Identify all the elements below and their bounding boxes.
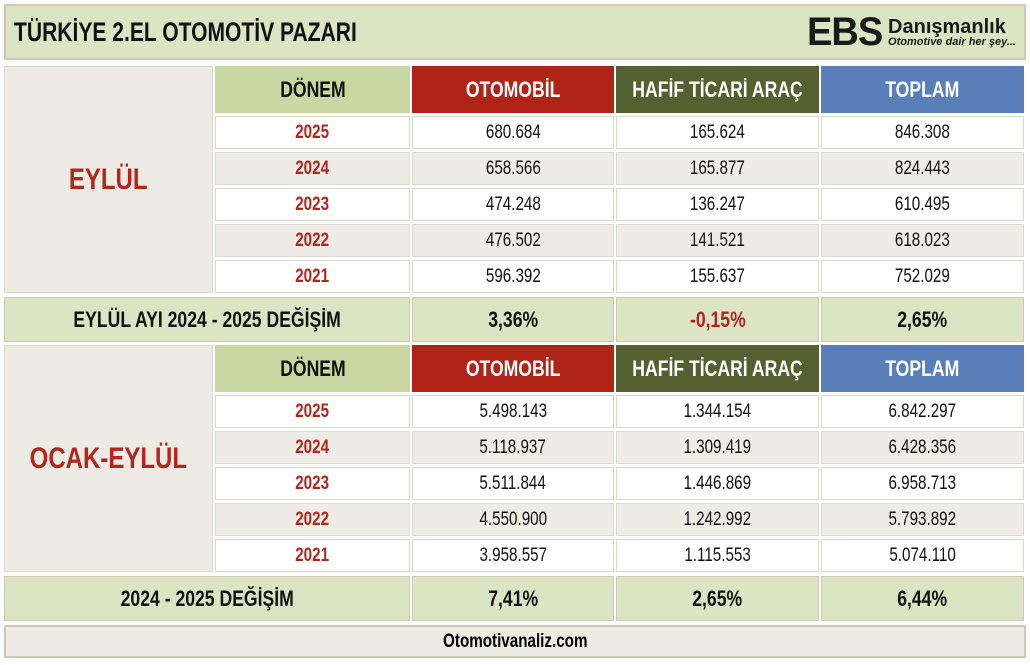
header-donem: DÖNEM xyxy=(215,345,410,392)
section-eylul: EYLÜL DÖNEM OTOMOBİL HAFİF TİCARİ ARAÇ TOPLA… xyxy=(4,66,1026,342)
footer-source: Otomotivanaliz.com xyxy=(4,625,1026,658)
otomobil-cell: 474.248 xyxy=(412,188,614,221)
hafif-ticari-cell: 1.115.553 xyxy=(616,539,819,572)
logo-name: Danışmanlık xyxy=(888,15,1006,38)
summary-hafif: 2,65% xyxy=(616,576,819,621)
toplam-cell: 5.074.110 xyxy=(821,539,1024,572)
otomobil-cell: 658.566 xyxy=(412,152,614,185)
hafif-ticari-cell: 141.521 xyxy=(616,224,819,257)
hafif-ticari-cell: 136.247 xyxy=(616,188,819,221)
otomobil-cell: 596.392 xyxy=(412,260,614,293)
otomobil-cell: 3.958.557 xyxy=(412,539,614,572)
year-cell: 2023 xyxy=(215,467,410,500)
section-ocak-eylul: OCAK-EYLÜL DÖNEM OTOMOBİL HAFİF TİCARİ ARAÇ… xyxy=(4,345,1026,621)
toplam-cell: 752.029 xyxy=(821,260,1024,293)
year-cell: 2025 xyxy=(215,395,410,428)
ebs-logo: EBS Danışmanlık Otomotive dair her şey..… xyxy=(805,10,1016,55)
year-cell: 2023 xyxy=(215,188,410,221)
summary-toplam: 6,44% xyxy=(821,576,1024,621)
hafif-ticari-cell: 1.242.992 xyxy=(616,503,819,536)
title-bar: TÜRKİYE 2.EL OTOMOTİV PAZARI EBS Danışma… xyxy=(4,4,1026,60)
summary-otomobil: 7,41% xyxy=(412,576,614,621)
header-otomobil: OTOMOBİL xyxy=(412,345,614,392)
header-toplam: TOPLAM xyxy=(821,345,1024,392)
summary-hafif: -0,15% xyxy=(616,297,819,342)
otomobil-cell: 680.684 xyxy=(412,116,614,149)
header-hafif-ticari: HAFİF TİCARİ ARAÇ xyxy=(616,66,819,113)
header-otomobil: OTOMOBİL xyxy=(412,66,614,113)
summary-toplam: 2,65% xyxy=(821,297,1024,342)
section-label: OCAK-EYLÜL xyxy=(4,345,213,572)
logo-mark: EBS xyxy=(806,9,883,54)
year-cell: 2021 xyxy=(215,539,410,572)
hafif-ticari-cell: 165.877 xyxy=(616,152,819,185)
otomobil-cell: 5.118.937 xyxy=(412,431,614,464)
logo-tagline: Otomotive dair her şey... xyxy=(888,35,1016,48)
summary-label: EYLÜL AYI 2024 - 2025 DEĞİŞİM xyxy=(4,297,410,342)
otomobil-cell: 5.498.143 xyxy=(412,395,614,428)
toplam-cell: 6.958.713 xyxy=(821,467,1024,500)
year-cell: 2022 xyxy=(215,503,410,536)
year-cell: 2021 xyxy=(215,260,410,293)
section-label: EYLÜL xyxy=(4,66,213,293)
toplam-cell: 610.495 xyxy=(821,188,1024,221)
hafif-ticari-cell: 165.624 xyxy=(616,116,819,149)
toplam-cell: 824.443 xyxy=(821,152,1024,185)
toplam-cell: 6.842.297 xyxy=(821,395,1024,428)
toplam-cell: 6.428.356 xyxy=(821,431,1024,464)
toplam-cell: 5.793.892 xyxy=(821,503,1024,536)
otomobil-cell: 476.502 xyxy=(412,224,614,257)
hafif-ticari-cell: 1.309.419 xyxy=(616,431,819,464)
hafif-ticari-cell: 1.344.154 xyxy=(616,395,819,428)
year-cell: 2024 xyxy=(215,431,410,464)
year-cell: 2022 xyxy=(215,224,410,257)
header-hafif-ticari: HAFİF TİCARİ ARAÇ xyxy=(616,345,819,392)
header-donem: DÖNEM xyxy=(215,66,410,113)
toplam-cell: 618.023 xyxy=(821,224,1024,257)
summary-otomobil: 3,36% xyxy=(412,297,614,342)
hafif-ticari-cell: 155.637 xyxy=(616,260,819,293)
toplam-cell: 846.308 xyxy=(821,116,1024,149)
otomobil-cell: 4.550.900 xyxy=(412,503,614,536)
year-cell: 2024 xyxy=(215,152,410,185)
otomobil-cell: 5.511.844 xyxy=(412,467,614,500)
page-title: TÜRKİYE 2.EL OTOMOTİV PAZARI xyxy=(14,16,357,47)
year-cell: 2025 xyxy=(215,116,410,149)
summary-label: 2024 - 2025 DEĞİŞİM xyxy=(4,576,410,621)
header-toplam: TOPLAM xyxy=(821,66,1024,113)
hafif-ticari-cell: 1.446.869 xyxy=(616,467,819,500)
